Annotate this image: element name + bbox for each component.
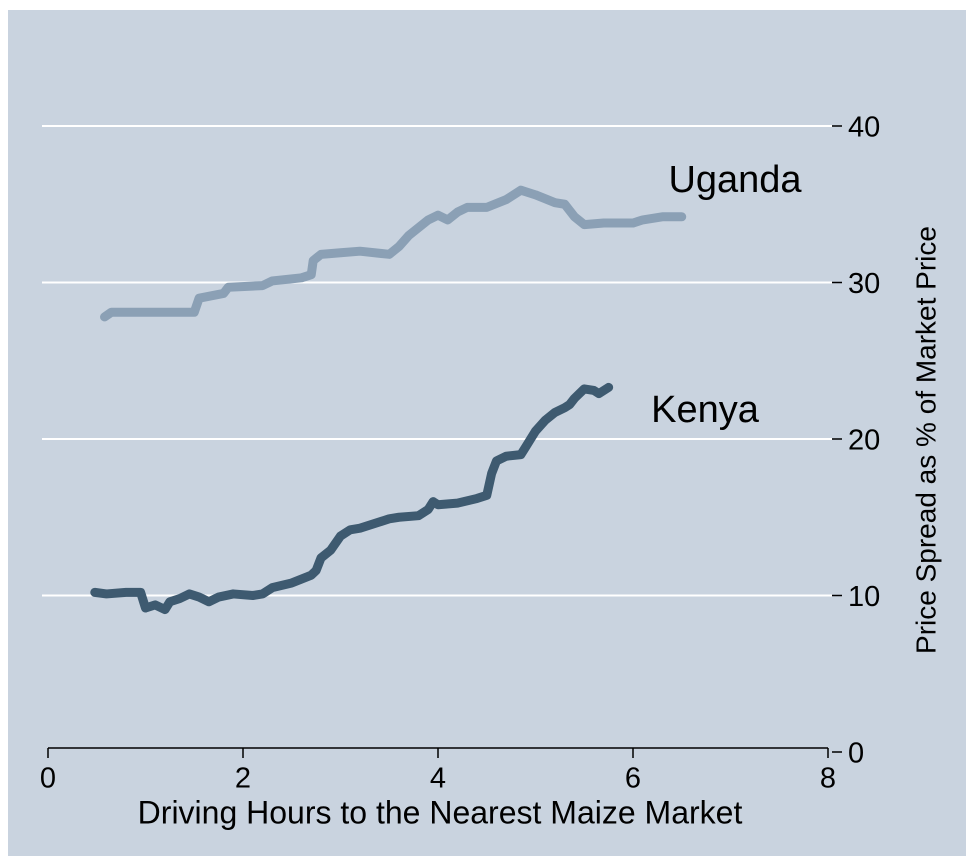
- background: [8, 10, 966, 856]
- x-tick-label: 0: [40, 763, 56, 795]
- y-axis-label: Price Spread as % of Market Price: [910, 226, 941, 654]
- annotation: Kenya: [651, 389, 760, 431]
- x-tick-label: 2: [235, 763, 251, 795]
- x-tick-label: 6: [625, 763, 641, 795]
- y-tick-label: 10: [848, 581, 880, 613]
- series-line: [90, 382, 614, 615]
- x-tick-label: 8: [820, 763, 836, 795]
- y-tick-label: 0: [848, 738, 864, 770]
- y-tick-label: 20: [848, 425, 880, 457]
- annotation: Uganda: [668, 159, 802, 201]
- series-line: [100, 185, 687, 322]
- x-tick-label: 4: [430, 763, 446, 795]
- x-axis-label: Driving Hours to the Nearest Maize Marke…: [138, 794, 743, 830]
- y-tick-label: 40: [848, 112, 880, 144]
- y-tick-label: 30: [848, 268, 880, 300]
